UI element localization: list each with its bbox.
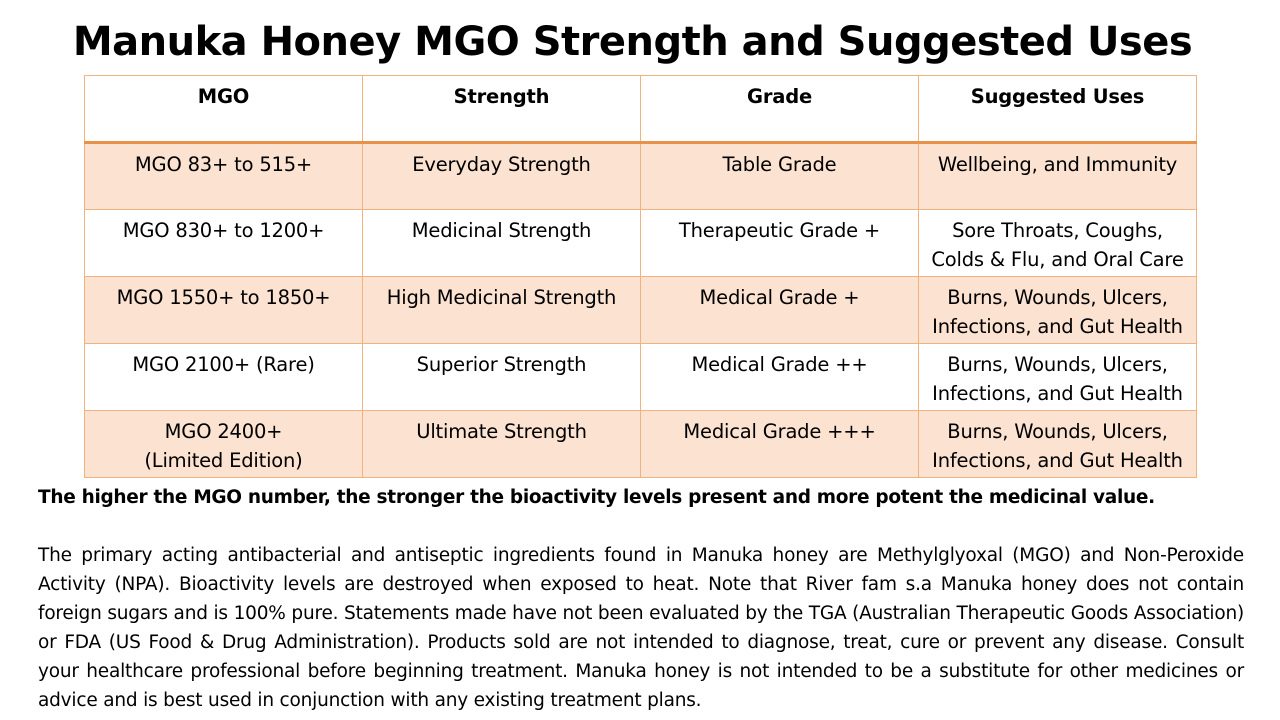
uses-text: Infections, and Gut Health [932, 382, 1183, 405]
mgo-cell: MGO 1550+ to 1850+ [84, 276, 363, 344]
column-header-strength: Strength [362, 75, 641, 144]
mgo-cell: MGO 2400+ (Limited Edition) [84, 410, 363, 478]
uses-text: Wellbeing, and Immunity [937, 153, 1178, 176]
uses-cell: Sore Throats, Coughs, Colds & Flu, and O… [918, 209, 1197, 277]
mgo-text: MGO 1550+ to 1850+ [116, 286, 331, 309]
table-header: MGO Strength Grade Suggested Uses [84, 75, 1197, 144]
grade-cell: Medical Grade ++ [640, 343, 919, 411]
table-row: MGO 1550+ to 1850+ High Medicinal Streng… [84, 276, 1197, 344]
table-header-row: MGO Strength Grade Suggested Uses [84, 75, 1197, 144]
mgo-text: MGO 83+ to 515+ [134, 153, 313, 176]
key-statement: The higher the MGO number, the stronger … [38, 487, 1155, 508]
uses-text: Burns, Wounds, Ulcers, [947, 353, 1168, 376]
mgo-text: MGO 830+ to 1200+ [122, 219, 325, 242]
mgo-cell: MGO 830+ to 1200+ [84, 209, 363, 277]
grade-cell: Medical Grade +++ [640, 410, 919, 478]
table-row: MGO 83+ to 515+ Everyday Strength Table … [84, 142, 1197, 210]
strength-cell: Medicinal Strength [362, 209, 641, 277]
uses-text: Infections, and Gut Health [932, 449, 1183, 472]
grade-cell: Therapeutic Grade + [640, 209, 919, 277]
uses-text: Sore Throats, Coughs, [952, 219, 1163, 242]
uses-text: Infections, and Gut Health [932, 315, 1183, 338]
table-row: MGO 2400+ (Limited Edition) Ultimate Str… [84, 410, 1197, 478]
uses-text: Burns, Wounds, Ulcers, [947, 286, 1168, 309]
column-header-suggested-uses: Suggested Uses [918, 75, 1197, 144]
uses-text: Burns, Wounds, Ulcers, [947, 420, 1168, 443]
column-header-mgo: MGO [84, 75, 363, 144]
mgo-table: MGO Strength Grade Suggested Uses MGO 83… [84, 75, 1197, 478]
mgo-cell: MGO 83+ to 515+ [84, 142, 363, 210]
table-body: MGO 83+ to 515+ Everyday Strength Table … [84, 142, 1197, 478]
strength-cell: Everyday Strength [362, 142, 641, 210]
table-row: MGO 830+ to 1200+ Medicinal Strength The… [84, 209, 1197, 277]
strength-cell: Ultimate Strength [362, 410, 641, 478]
disclaimer-paragraph: The primary acting antibacterial and ant… [38, 545, 1244, 711]
grade-cell: Table Grade [640, 142, 919, 210]
strength-cell: High Medicinal Strength [362, 276, 641, 344]
table-row: MGO 2100+ (Rare) Superior Strength Medic… [84, 343, 1197, 411]
uses-cell: Burns, Wounds, Ulcers, Infections, and G… [918, 410, 1197, 478]
mgo-cell: MGO 2100+ (Rare) [84, 343, 363, 411]
uses-cell: Burns, Wounds, Ulcers, Infections, and G… [918, 276, 1197, 344]
uses-cell: Burns, Wounds, Ulcers, Infections, and G… [918, 343, 1197, 411]
uses-text: Colds & Flu, and Oral Care [931, 248, 1184, 271]
column-header-grade: Grade [640, 75, 919, 144]
mgo-text: (Limited Edition) [144, 449, 303, 472]
uses-cell: Wellbeing, and Immunity [918, 142, 1197, 210]
mgo-text: MGO 2100+ (Rare) [132, 353, 315, 376]
page-title: Manuka Honey MGO Strength and Suggested … [72, 19, 1193, 65]
grade-cell: Medical Grade + [640, 276, 919, 344]
mgo-text: MGO 2400+ [164, 420, 283, 443]
strength-cell: Superior Strength [362, 343, 641, 411]
